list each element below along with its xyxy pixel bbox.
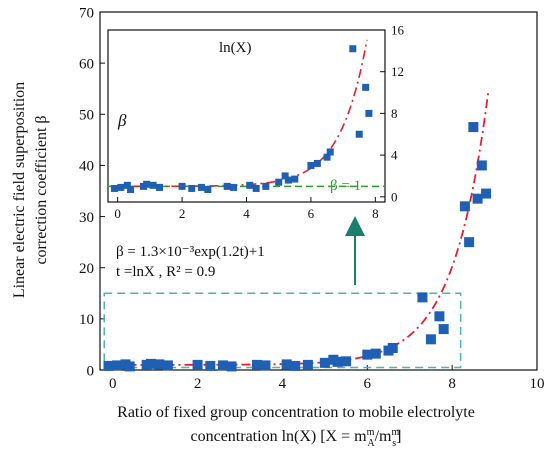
inset-data-point [223, 182, 231, 190]
inset-data-point [262, 182, 270, 190]
inset-x-tick-label: 0 [114, 206, 121, 221]
inset-data-point [281, 172, 289, 180]
main-data-point [124, 361, 135, 372]
main-data-point [192, 359, 203, 370]
inset-data-point [197, 183, 205, 191]
main-y-tick-label: 10 [79, 312, 94, 328]
inset-y-tick-label: 8 [391, 106, 398, 121]
main-y-tick-label: 20 [79, 261, 94, 277]
main-data-point [281, 359, 292, 370]
inset-data-point [355, 130, 363, 138]
inset-data-point [110, 184, 118, 192]
main-data-point [218, 360, 229, 371]
inset-data-point [326, 148, 334, 156]
main-data-point [481, 188, 492, 199]
inset-data-point [284, 176, 292, 184]
main-data-point [302, 359, 313, 370]
main-data-point [417, 292, 428, 303]
inset-data-point [362, 83, 370, 91]
inset-data-point [149, 181, 157, 189]
main-y-tick-label: 50 [79, 108, 94, 124]
main-data-point [464, 237, 475, 248]
inset-y-tick-label: 16 [391, 23, 405, 38]
main-data-point [438, 324, 449, 335]
inset-x-label: ln(X) [219, 40, 252, 56]
inset-data-point [307, 162, 315, 170]
main-y-tick-label: 70 [79, 5, 94, 21]
main-data-point [370, 348, 381, 359]
fit-equation: β = 1.3×10⁻³exp(1.2t)+1 [116, 244, 265, 260]
inset-data-point [143, 180, 151, 188]
x-axis-label-line1: Ratio of fixed group concentration to mo… [117, 404, 475, 421]
main-data-point [251, 359, 262, 370]
x-axis-label-line2: concentration ln(X) [X = mm A/mm s] [191, 427, 402, 449]
main-data-point [260, 360, 271, 371]
main-x-tick-label: 0 [109, 376, 117, 392]
main-data-point [434, 311, 445, 322]
inset-data-point [349, 45, 357, 53]
main-x-tick-label: 10 [530, 376, 545, 392]
main-data-point [319, 357, 330, 368]
main-data-point [362, 349, 373, 360]
main-data-point [476, 160, 487, 171]
inset-data-point [204, 185, 212, 193]
main-data-point [205, 360, 216, 371]
main-data-point [459, 201, 470, 212]
main-data-point [145, 358, 156, 369]
inset-data-point [365, 109, 373, 117]
fit-stats: t =lnX , R² = 0.9 [116, 264, 215, 280]
main-data-point [472, 193, 483, 204]
inset-data-point [127, 185, 135, 193]
main-data-point [103, 360, 114, 371]
inset-data-point [117, 183, 125, 191]
inset-data-point [252, 184, 260, 192]
inset-y-tick-label: 12 [391, 64, 404, 79]
main-y-tick-label: 60 [79, 56, 94, 72]
main-data-point [111, 360, 122, 371]
inset-y-tick-label: 0 [391, 189, 398, 204]
inset-background [108, 30, 385, 202]
inset-data-point [323, 153, 331, 161]
inset-y-label: β [117, 111, 127, 130]
inset-data-point [246, 181, 254, 189]
main-x-tick-label: 4 [279, 376, 287, 392]
inset-data-point [123, 181, 131, 189]
inset-data-point [230, 183, 238, 191]
main-data-point [226, 361, 237, 372]
inset-baseline-label: β = 1 [330, 178, 361, 194]
inset-data-point [313, 159, 321, 167]
main-data-point [468, 122, 479, 133]
main-x-tick-label: 2 [194, 376, 202, 392]
main-data-point [154, 359, 165, 370]
main-y-tick-label: 40 [79, 159, 94, 175]
main-x-tick-label: 8 [448, 376, 456, 392]
highlight-box [103, 292, 462, 369]
main-frame [99, 11, 538, 371]
y-axis-label-line1: Linear electric field superposition [11, 82, 28, 298]
main-data-point [425, 334, 436, 345]
inset-x-tick-label: 4 [243, 206, 250, 221]
main-data-point [290, 360, 301, 371]
main-data-point [332, 356, 343, 367]
y-axis-label-line2: correction coefficient β [33, 115, 50, 264]
inset-x-tick-label: 2 [179, 206, 186, 221]
main-data-point [341, 356, 352, 367]
inset-y-tick-label: 4 [391, 148, 398, 163]
inset-data-point [291, 175, 299, 183]
inset-data-point [178, 182, 186, 190]
main-data-point [387, 343, 398, 354]
inset-x-tick-label: 6 [308, 206, 315, 221]
main-x-tick-label: 6 [364, 376, 372, 392]
inset-data-point [275, 178, 283, 186]
inset-data-point [156, 183, 164, 191]
main-y-tick-label: 30 [79, 210, 94, 226]
main-data-point [162, 360, 173, 371]
inset-x-tick-label: 8 [372, 206, 379, 221]
main-y-tick-label: 0 [87, 363, 95, 379]
inset-data-point [188, 184, 196, 192]
